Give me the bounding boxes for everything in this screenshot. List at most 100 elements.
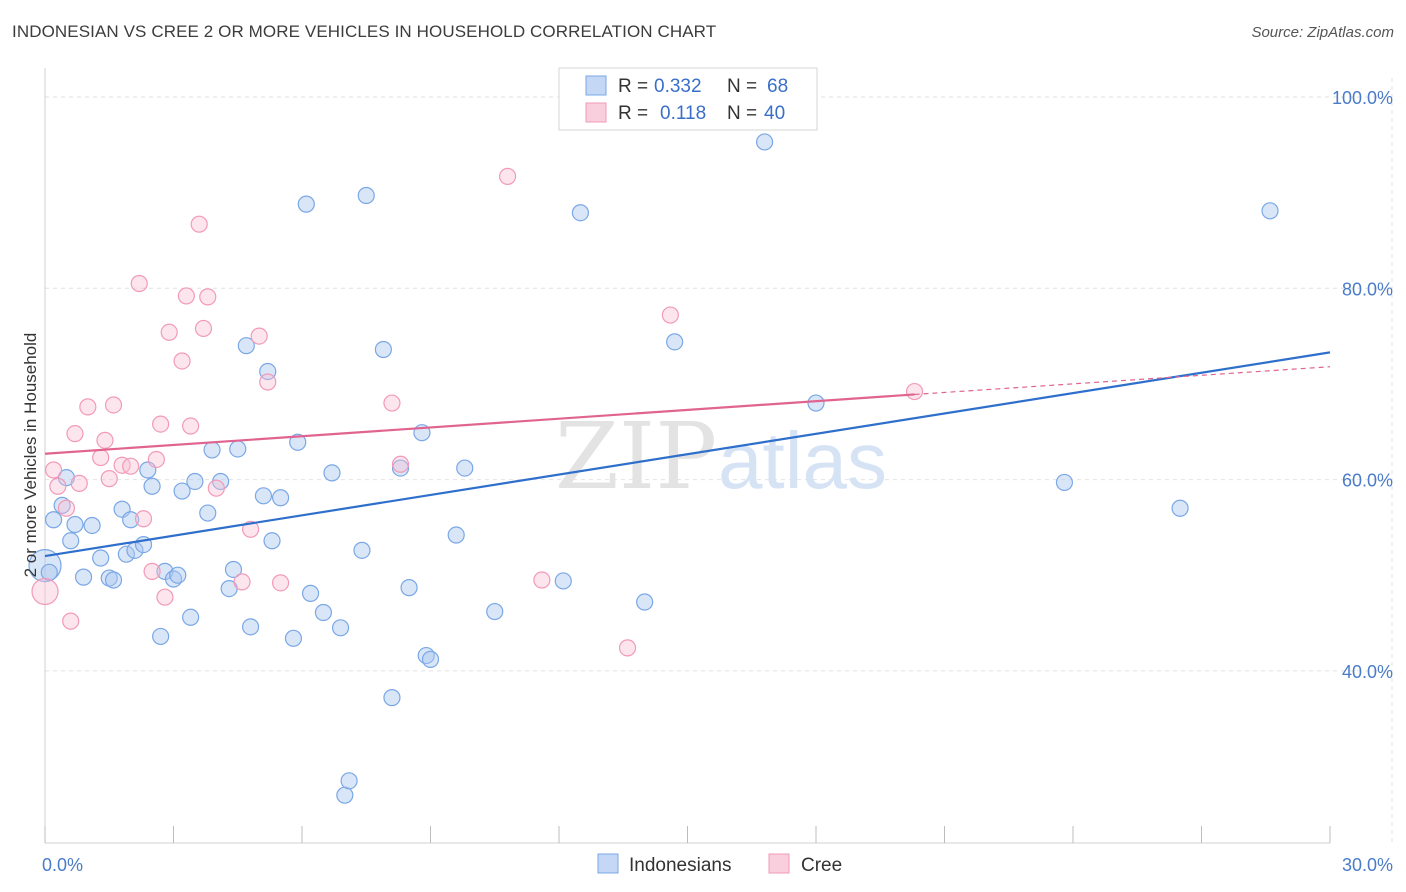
cree-point-23 [182, 417, 200, 435]
indonesians-point-30 [242, 618, 260, 636]
watermark: ZIP atlas [555, 403, 887, 510]
cree-point-2 [49, 477, 67, 495]
cree-point-27 [207, 479, 225, 497]
tick-labels: 100.0% 80.0% 60.0% 40.0% 0.0% 30.0% [42, 88, 1393, 875]
cree-point-24 [190, 215, 208, 233]
indonesians-point-39 [314, 603, 333, 622]
stats-legend: R = 0.332 N = 68 R = 0.118 N = 40 [558, 67, 818, 131]
cree-point-34 [391, 455, 410, 473]
indonesians-point-29 [237, 337, 255, 355]
chart-title: INDONESIAN VS CREE 2 OR MORE VEHICLES IN… [12, 22, 717, 41]
y-axis-title: 2 or more Vehicles in Household [21, 333, 40, 578]
indonesians-point-20 [173, 482, 191, 500]
indonesians-point-6 [74, 568, 93, 586]
legend-r-value-0: 0.332 [654, 76, 702, 97]
indonesians-point-56 [554, 572, 572, 590]
legend-r-value-1: 0.118 [660, 103, 706, 124]
indonesians-point-4 [62, 532, 80, 550]
indonesians-point-63 [1171, 499, 1189, 517]
indonesians-point-66 [169, 566, 187, 584]
cree-point-5 [66, 425, 84, 443]
indonesians-point-36 [289, 433, 307, 451]
indonesians-point-59 [666, 333, 684, 351]
cree-point-20 [160, 323, 178, 341]
x-tick-label-1: 30.0% [1342, 855, 1393, 875]
cree-point-22 [177, 287, 195, 305]
cree-point-12 [113, 456, 131, 474]
cree-trend-extension [914, 366, 1331, 396]
axes [44, 68, 1331, 844]
indonesians-point-33 [263, 532, 281, 550]
cree-point-21 [173, 352, 191, 370]
cree-point-6 [70, 474, 88, 492]
indonesians-point-52 [421, 650, 440, 668]
indonesians-point-38 [301, 584, 320, 602]
indonesians-point-31 [254, 487, 273, 505]
indonesians-point-12 [122, 511, 140, 529]
cree-point-1 [44, 461, 63, 479]
indonesians-point-64 [1261, 202, 1279, 220]
indonesians-point-40 [323, 464, 341, 482]
indonesians-point-42 [336, 786, 354, 804]
legend-n-label-0: N = [727, 76, 757, 97]
indonesians-point-55 [486, 602, 504, 621]
indonesians-point-34 [271, 489, 290, 507]
cree-point-9 [96, 431, 114, 449]
watermark-zip: ZIP [555, 403, 717, 510]
y-tick-label-0: 100.0% [1332, 88, 1393, 108]
legend-n-label-1: N = [727, 103, 757, 124]
indonesians-point-27 [224, 560, 243, 579]
indonesians-trend-line [44, 351, 1331, 558]
indonesians-point-35 [284, 629, 303, 647]
indonesians-point-5 [66, 515, 84, 534]
cree-point-29 [242, 520, 260, 538]
indonesians-point-7 [83, 516, 101, 535]
indonesians-point-23 [199, 504, 217, 522]
indonesians-point-28 [229, 440, 247, 458]
cree-point-35 [499, 167, 517, 185]
indonesians-point-49 [400, 579, 418, 597]
cree-point-17 [147, 450, 165, 469]
indonesians-point-1 [44, 511, 63, 529]
watermark-atlas: atlas [718, 416, 887, 505]
series-swatch-indonesians [597, 853, 619, 874]
cree-point-15 [134, 510, 153, 528]
data-points [28, 133, 1279, 804]
legend-n-value-1: 40 [764, 103, 785, 124]
cree-point-16 [143, 562, 161, 580]
indonesians-point-53 [447, 526, 465, 544]
cree-point-19 [156, 588, 174, 606]
series-label-indonesians: Indonesians [629, 855, 731, 876]
cree-trend-line [44, 393, 915, 455]
trend-lines [44, 351, 1331, 558]
cree-point-11 [104, 396, 123, 414]
indonesians-point-46 [374, 340, 392, 359]
cree-point-26 [199, 288, 217, 306]
indonesians-point-16 [143, 477, 161, 495]
indonesians-point-37 [297, 195, 315, 213]
indonesians-point-58 [636, 593, 654, 611]
indonesians-point-62 [1055, 473, 1074, 492]
cree-point-0 [31, 577, 59, 606]
indonesians-point-24 [203, 441, 221, 459]
cree-point-33 [383, 394, 401, 412]
cree-point-13 [122, 457, 140, 475]
indonesians-point-41 [331, 619, 350, 637]
legend-r-label-1: R = [618, 103, 648, 124]
indonesians-point-65 [40, 563, 58, 581]
indonesians-point-21 [182, 608, 200, 626]
indonesians-point-60 [755, 133, 774, 151]
legend-swatch-cree [585, 102, 607, 123]
indonesians-point-54 [456, 459, 474, 477]
legend-n-value-0: 68 [767, 76, 788, 97]
cree-point-39 [905, 382, 924, 401]
legend-swatch-indonesians [585, 75, 607, 96]
cree-point-3 [57, 499, 76, 517]
legend-r-label-0: R = [618, 76, 648, 97]
cree-point-37 [618, 639, 637, 657]
cree-point-14 [130, 274, 148, 293]
cree-point-36 [533, 571, 551, 589]
cree-point-25 [194, 319, 213, 338]
indonesians-point-8 [92, 549, 110, 567]
